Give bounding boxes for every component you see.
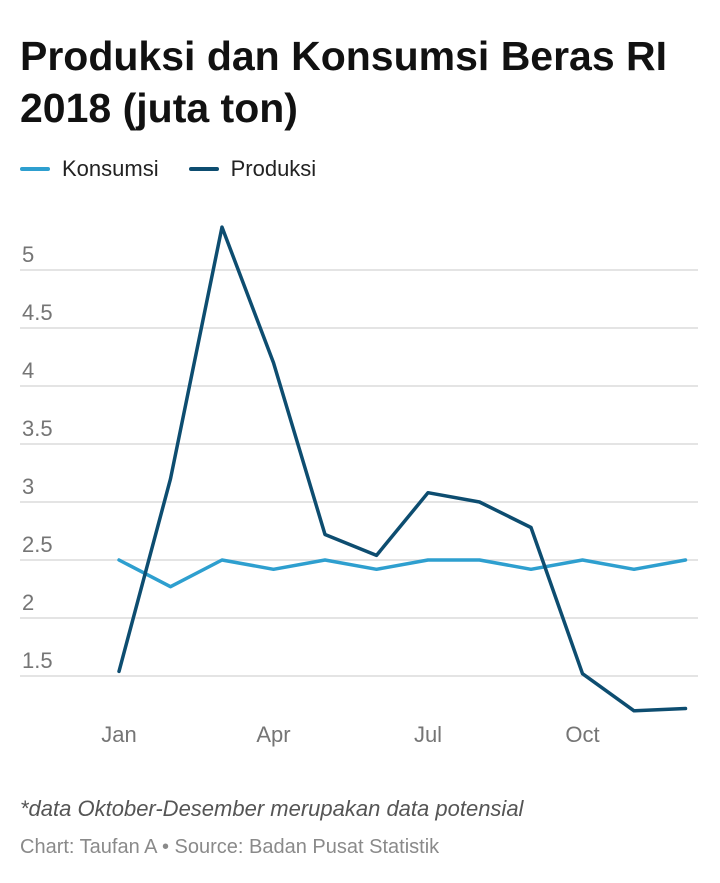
legend-swatch-produksi xyxy=(188,167,219,171)
x-tick-label: Jan xyxy=(101,722,136,747)
chart-author: Chart: Taufan A xyxy=(20,836,157,858)
chart-source: Source: Badan Pusat Statistik xyxy=(174,836,440,858)
y-tick-label: 3.5 xyxy=(22,416,53,441)
legend-item-produksi[interactable]: Produksi xyxy=(188,156,317,182)
grid-layer: 1.5 2 2.5 3 3.5 4 4.5 5 xyxy=(20,242,698,677)
legend-item-konsumsi[interactable]: Konsumsi xyxy=(20,156,159,182)
x-tick-label: Jul xyxy=(414,722,442,747)
line-chart: 1.5 2 2.5 3 3.5 4 4.5 5 Jan Apr Jul Oct xyxy=(20,225,698,747)
chart-credits: Chart: Taufan A • Source: Badan Pusat St… xyxy=(20,836,439,859)
x-tick-label: Apr xyxy=(256,722,290,747)
legend-label-konsumsi: Konsumsi xyxy=(62,156,159,181)
y-tick-label: 4.5 xyxy=(22,300,53,325)
legend-swatch-konsumsi xyxy=(20,167,50,171)
series-line-produksi[interactable] xyxy=(117,225,688,713)
chart-legend: Konsumsi Produksi xyxy=(20,154,346,184)
x-tick-label: Oct xyxy=(565,722,599,747)
y-tick-label: 2.5 xyxy=(22,532,53,557)
y-tick-label: 2 xyxy=(22,590,34,615)
chart-title: Produksi dan Konsumsi Beras RI 2018 (jut… xyxy=(20,33,668,131)
footnote: *data Oktober-Desember merupakan data po… xyxy=(20,796,524,821)
legend-label-produksi: Produksi xyxy=(230,156,317,181)
y-tick-label: 4 xyxy=(22,358,34,383)
x-axis: Jan Apr Jul Oct xyxy=(101,722,599,747)
y-tick-label: 3 xyxy=(22,474,34,499)
series-line-konsumsi[interactable] xyxy=(117,558,688,589)
series-layer xyxy=(117,225,688,713)
y-tick-label: 5 xyxy=(22,242,34,267)
credits-separator: • xyxy=(161,836,169,858)
y-tick-label: 1.5 xyxy=(22,648,53,673)
